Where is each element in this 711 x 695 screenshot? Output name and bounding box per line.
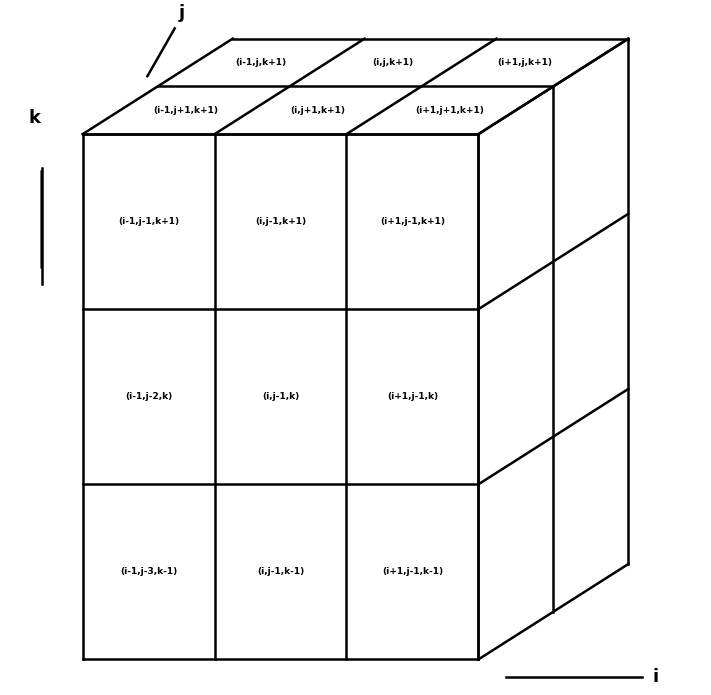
Text: (i-1,j,k+1): (i-1,j,k+1) bbox=[235, 58, 287, 67]
Text: k: k bbox=[29, 109, 41, 127]
Text: (i+1,j,k+1): (i+1,j,k+1) bbox=[498, 58, 552, 67]
Text: (i-1,j+1,k+1): (i-1,j+1,k+1) bbox=[154, 106, 218, 115]
Text: (i,j-1,k+1): (i,j-1,k+1) bbox=[255, 218, 306, 226]
Text: (i,j-1,k-1): (i,j-1,k-1) bbox=[257, 567, 304, 576]
Text: (i,j,k+1): (i,j,k+1) bbox=[373, 58, 414, 67]
Text: i: i bbox=[652, 668, 658, 685]
Text: (i+1,j-1,k): (i+1,j-1,k) bbox=[387, 393, 438, 401]
Text: (i,j-1,k): (i,j-1,k) bbox=[262, 393, 299, 401]
Text: (i+1,j-1,k-1): (i+1,j-1,k-1) bbox=[382, 567, 443, 576]
Text: (i-1,j-1,k+1): (i-1,j-1,k+1) bbox=[118, 218, 179, 226]
Text: (i-1,j-2,k): (i-1,j-2,k) bbox=[125, 393, 172, 401]
Text: j: j bbox=[178, 3, 185, 22]
Text: (i+1,j+1,k+1): (i+1,j+1,k+1) bbox=[415, 106, 484, 115]
Text: (i,j+1,k+1): (i,j+1,k+1) bbox=[291, 106, 346, 115]
Text: (i-1,j-3,k-1): (i-1,j-3,k-1) bbox=[120, 567, 177, 576]
Text: (i+1,j-1,k+1): (i+1,j-1,k+1) bbox=[380, 218, 445, 226]
